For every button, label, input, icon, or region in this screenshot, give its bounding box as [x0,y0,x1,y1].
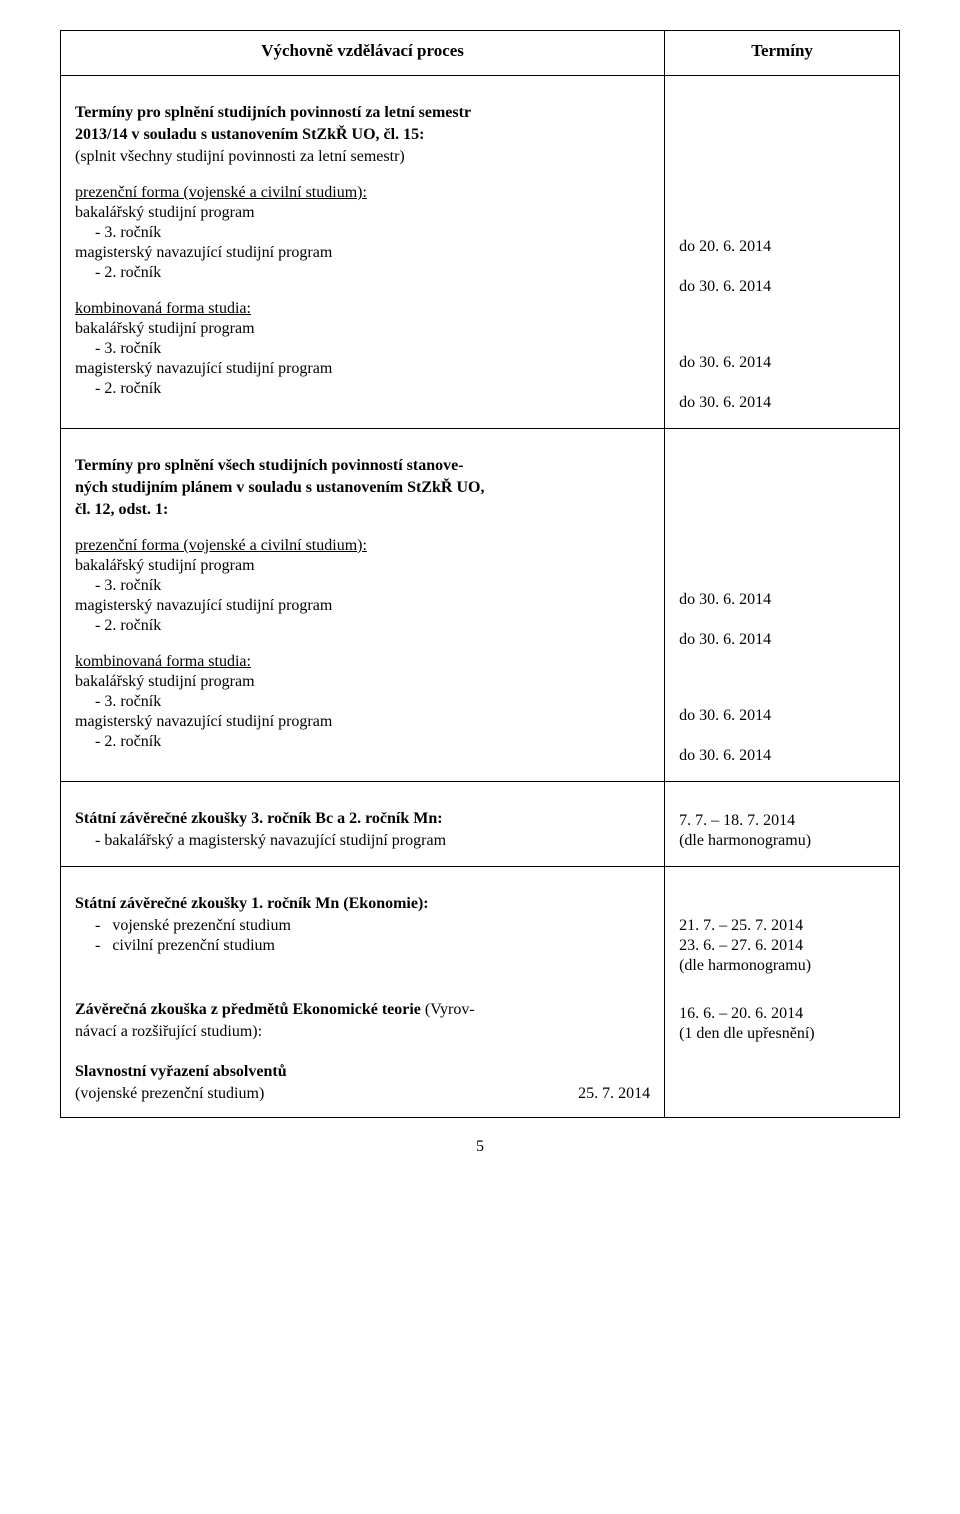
sec1-d4: do 30. 6. 2014 [679,394,885,412]
sec4-l3b: 25. 7. 2014 [578,1085,650,1102]
section-2-row: Termíny pro splnění všech studijních pov… [61,429,900,782]
header-row: Výchovně vzdělávací proces Termíny [61,31,900,76]
sec4-t2a: Závěrečná zkouška z předmětů Ekonomické … [75,1001,425,1018]
sec4-t3: Slavnostní vyřazení absolventů [75,1063,650,1081]
sec2-title2: ných studijním plánem v souladu s ustano… [75,479,650,497]
sec2-r3-1: - 3. ročník [95,577,650,595]
header-left-text: Výchovně vzdělávací proces [261,41,464,60]
sec4-d1: 21. 7. – 25. 7. 2014 [679,917,885,935]
section-1-row: Termíny pro splnění studijních povinnost… [61,76,900,429]
page-number: 5 [60,1138,900,1156]
sec1-d3: do 30. 6. 2014 [679,354,885,372]
section-3-terms: 7. 7. – 18. 7. 2014 (dle harmonogramu) [665,782,900,867]
sec1-title2: 2013/14 v souladu s ustanovením StZkŘ UO… [75,126,650,144]
sec2-r2-2: - 2. ročník [95,733,650,751]
section-3-content: Státní závěrečné zkoušky 3. ročník Bc a … [61,782,665,867]
sec2-title1: Termíny pro splnění všech studijních pov… [75,457,650,475]
section-1-terms: do 20. 6. 2014 do 30. 6. 2014 do 30. 6. … [665,76,900,429]
sec4-l3a: (vojenské prezenční studium) [75,1085,264,1102]
sec4-l2: - civilní prezenční studium [95,937,650,955]
header-right: Termíny [665,31,900,76]
sec1-u2: kombinovaná forma studia: [75,300,650,318]
header-right-text: Termíny [751,41,813,60]
sec1-bak-2: bakalářský studijní program [75,320,650,338]
sec1-bak-1: bakalářský studijní program [75,204,650,222]
sec3-t1: Státní závěrečné zkoušky 3. ročník Bc a … [75,810,650,828]
sec4-l2b: civilní prezenční studium [112,937,275,954]
sec4-d3: (dle harmonogramu) [679,957,885,975]
sec4-t2: Závěrečná zkouška z předmětů Ekonomické … [75,1001,650,1019]
sec4-l2a: - [95,937,100,954]
sec4-d5: (1 den dle upřesnění) [679,1025,885,1043]
sec2-d2: do 30. 6. 2014 [679,631,885,649]
sec2-d4: do 30. 6. 2014 [679,747,885,765]
sec4-l1: - vojenské prezenční studium [95,917,650,935]
sec2-u1: prezenční forma (vojenské a civilní stud… [75,537,650,555]
sec2-r3-2: - 3. ročník [95,693,650,711]
section-1-content: Termíny pro splnění studijních povinnost… [61,76,665,429]
sec3-l1: - bakalářský a magisterský navazující st… [95,832,650,850]
section-2-content: Termíny pro splnění všech studijních pov… [61,429,665,782]
section-2-terms: do 30. 6. 2014 do 30. 6. 2014 do 30. 6. … [665,429,900,782]
sec4-t1: Státní závěrečné zkoušky 1. ročník Mn (E… [75,895,650,913]
sec4-t2c: návací a rozšiřující studium): [75,1023,650,1041]
sec1-mag-2: magisterský navazující studijní program [75,360,650,378]
section-4-content: Státní závěrečné zkoušky 1. ročník Mn (E… [61,867,665,1118]
sec4-d2: 23. 6. – 27. 6. 2014 [679,937,885,955]
main-table: Výchovně vzdělávací proces Termíny Termí… [60,30,900,1118]
sec3-d2: (dle harmonogramu) [679,832,885,850]
sec1-note: (splnit všechny studijní povinnosti za l… [75,148,650,166]
sec4-l3b-cell: 25. 7. 2014 [492,1085,650,1103]
sec2-d3: do 30. 6. 2014 [679,707,885,725]
section-3-row: Státní závěrečné zkoušky 3. ročník Bc a … [61,782,900,867]
sec2-r2-1: - 2. ročník [95,617,650,635]
sec1-r3-1: - 3. ročník [95,224,650,242]
sec1-r3-2: - 3. ročník [95,340,650,358]
header-left: Výchovně vzdělávací proces [61,31,665,76]
sec1-mag-1: magisterský navazující studijní program [75,244,650,262]
sec2-mag-1: magisterský navazující studijní program [75,597,650,615]
sec2-bak-1: bakalářský studijní program [75,557,650,575]
sec2-title3: čl. 12, odst. 1: [75,501,650,519]
sec1-r2-2: - 2. ročník [95,380,650,398]
sec4-last-row: (vojenské prezenční studium) 25. 7. 2014 [75,1085,650,1103]
sec1-d1: do 20. 6. 2014 [679,238,885,256]
sec2-mag-2: magisterský navazující studijní program [75,713,650,731]
sec2-d1: do 30. 6. 2014 [679,591,885,609]
sec2-u2: kombinovaná forma studia: [75,653,650,671]
sec1-r2-1: - 2. ročník [95,264,650,282]
sec4-l1a: - [95,917,100,934]
sec4-d4: 16. 6. – 20. 6. 2014 [679,1005,885,1023]
sec1-u1: prezenční forma (vojenské a civilní stud… [75,184,650,202]
sec1-d2: do 30. 6. 2014 [679,278,885,296]
sec3-d1: 7. 7. – 18. 7. 2014 [679,812,885,830]
sec4-t2b: (Vyrov- [425,1001,475,1018]
section-4-terms: 21. 7. – 25. 7. 2014 23. 6. – 27. 6. 201… [665,867,900,1118]
sec4-l1b: vojenské prezenční studium [112,917,291,934]
sec4-l3a-cell: (vojenské prezenční studium) [75,1085,492,1103]
sec1-title1: Termíny pro splnění studijních povinnost… [75,104,650,122]
section-4-row: Státní závěrečné zkoušky 1. ročník Mn (E… [61,867,900,1118]
sec2-bak-2: bakalářský studijní program [75,673,650,691]
